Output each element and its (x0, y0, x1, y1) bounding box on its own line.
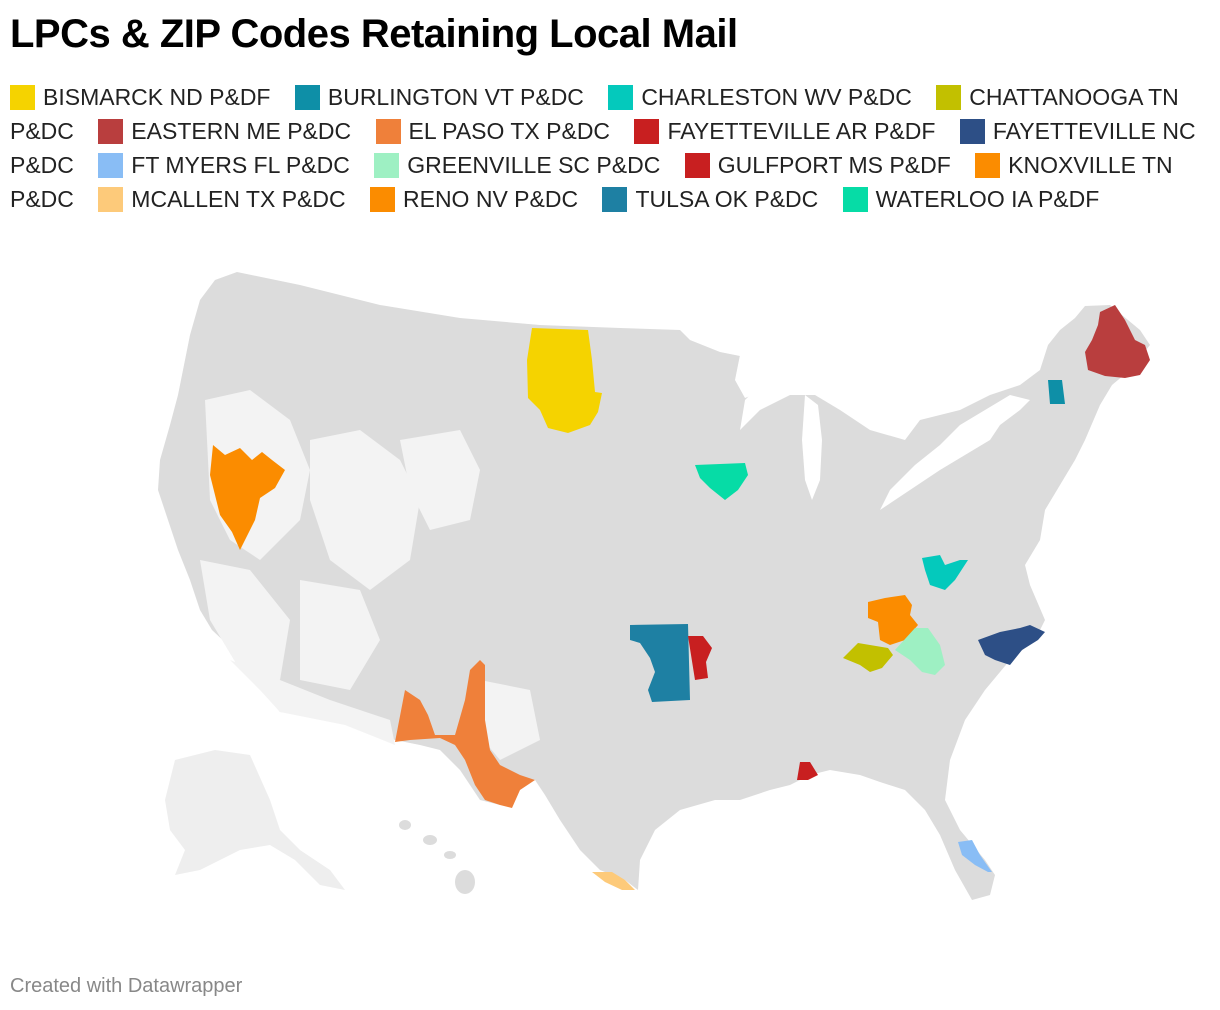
region-fayetteville-ar[interactable] (688, 636, 712, 680)
legend-item: BURLINGTON VT P&DC (294, 84, 584, 110)
legend-swatch (294, 85, 320, 110)
hawaii (399, 820, 475, 894)
legend-swatch (370, 187, 395, 212)
legend-label: WATERLOO IA P&DF (875, 186, 1100, 212)
legend-swatch (374, 153, 400, 178)
legend-label: MCALLEN TX P&DC (131, 186, 346, 212)
legend-swatch (602, 187, 628, 212)
region-fayetteville-nc[interactable] (978, 625, 1045, 665)
legend-item: CHATTANOOGA TN P&DC (10, 84, 1179, 144)
legend-swatch (10, 85, 35, 110)
legend-label: FAYETTEVILLE NC P&DC (10, 118, 1196, 178)
legend-swatch (684, 153, 710, 178)
legend-item: RENO NV P&DC (370, 186, 578, 212)
legend-label: FT MYERS FL P&DC (131, 152, 350, 178)
alaska (165, 750, 345, 890)
legend-label: CHATTANOOGA TN P&DC (10, 84, 1179, 144)
region-waterloo[interactable] (695, 463, 748, 500)
legend-item: WATERLOO IA P&DF (842, 186, 1100, 212)
legend-swatch (959, 119, 985, 144)
legend-swatch (98, 153, 124, 178)
footer-credit: Created with Datawrapper (10, 975, 243, 997)
legend-label: GULFPORT MS P&DF (717, 152, 951, 178)
legend-swatch (936, 85, 962, 110)
region-charleston[interactable] (922, 555, 968, 590)
region-mcallen[interactable] (592, 872, 635, 890)
legend-item: FAYETTEVILLE NC P&DC (10, 118, 1196, 178)
legend-label: FAYETTEVILLE AR P&DF (667, 118, 936, 144)
us-map[interactable] (0, 230, 1220, 950)
legend-swatch (975, 153, 1001, 178)
region-ft-myers[interactable] (958, 840, 992, 872)
legend-swatch (98, 119, 124, 144)
legend-item: GULFPORT MS P&DF (684, 152, 951, 178)
region-reno[interactable] (210, 445, 285, 550)
legend-label: RENO NV P&DC (403, 186, 579, 212)
legend: BISMARCK ND P&DF BURLINGTON VT P&DC CHAR… (10, 80, 1200, 216)
legend-item: EL PASO TX P&DC (375, 118, 611, 144)
legend-item: FT MYERS FL P&DC (98, 152, 350, 178)
region-knoxville[interactable] (868, 595, 918, 645)
region-gulfport[interactable] (797, 762, 818, 780)
lake-erie-ontario (880, 395, 1030, 510)
chart-title: LPCs & ZIP Codes Retaining Local Mail (10, 12, 738, 56)
legend-swatch (98, 187, 124, 212)
region-chattanooga[interactable] (843, 643, 893, 672)
legend-item: CHARLESTON WV P&DC (608, 84, 912, 110)
legend-item: GREENVILLE SC P&DC (374, 152, 660, 178)
legend-swatch (375, 119, 401, 144)
legend-swatch (634, 119, 660, 144)
legend-label: BISMARCK ND P&DF (43, 84, 271, 110)
region-eastern-me[interactable] (1085, 305, 1150, 378)
lake-michigan (802, 395, 822, 500)
legend-swatch (608, 85, 634, 110)
region-tulsa[interactable] (630, 624, 690, 702)
region-el-paso[interactable] (395, 660, 535, 808)
legend-item: FAYETTEVILLE AR P&DF (634, 118, 935, 144)
legend-label: TULSA OK P&DC (635, 186, 819, 212)
region-greenville[interactable] (895, 628, 945, 675)
legend-label: EL PASO TX P&DC (408, 118, 611, 144)
legend-label: KNOXVILLE TN P&DC (10, 152, 1173, 212)
legend-swatch (842, 187, 868, 212)
legend-item: MCALLEN TX P&DC (98, 186, 346, 212)
legend-item: KNOXVILLE TN P&DC (10, 152, 1173, 212)
no-data-areas (200, 390, 540, 760)
legend-label: BURLINGTON VT P&DC (327, 84, 584, 110)
legend-label: EASTERN ME P&DC (131, 118, 352, 144)
legend-item: TULSA OK P&DC (602, 186, 818, 212)
region-burlington[interactable] (1048, 380, 1065, 404)
legend-item: BISMARCK ND P&DF (10, 84, 270, 110)
legend-label: CHARLESTON WV P&DC (641, 84, 912, 110)
legend-item: EASTERN ME P&DC (98, 118, 351, 144)
region-bismarck[interactable] (527, 328, 602, 433)
legend-label: GREENVILLE SC P&DC (407, 152, 661, 178)
great-lakes (735, 355, 820, 398)
contiguous-us (158, 272, 1150, 900)
